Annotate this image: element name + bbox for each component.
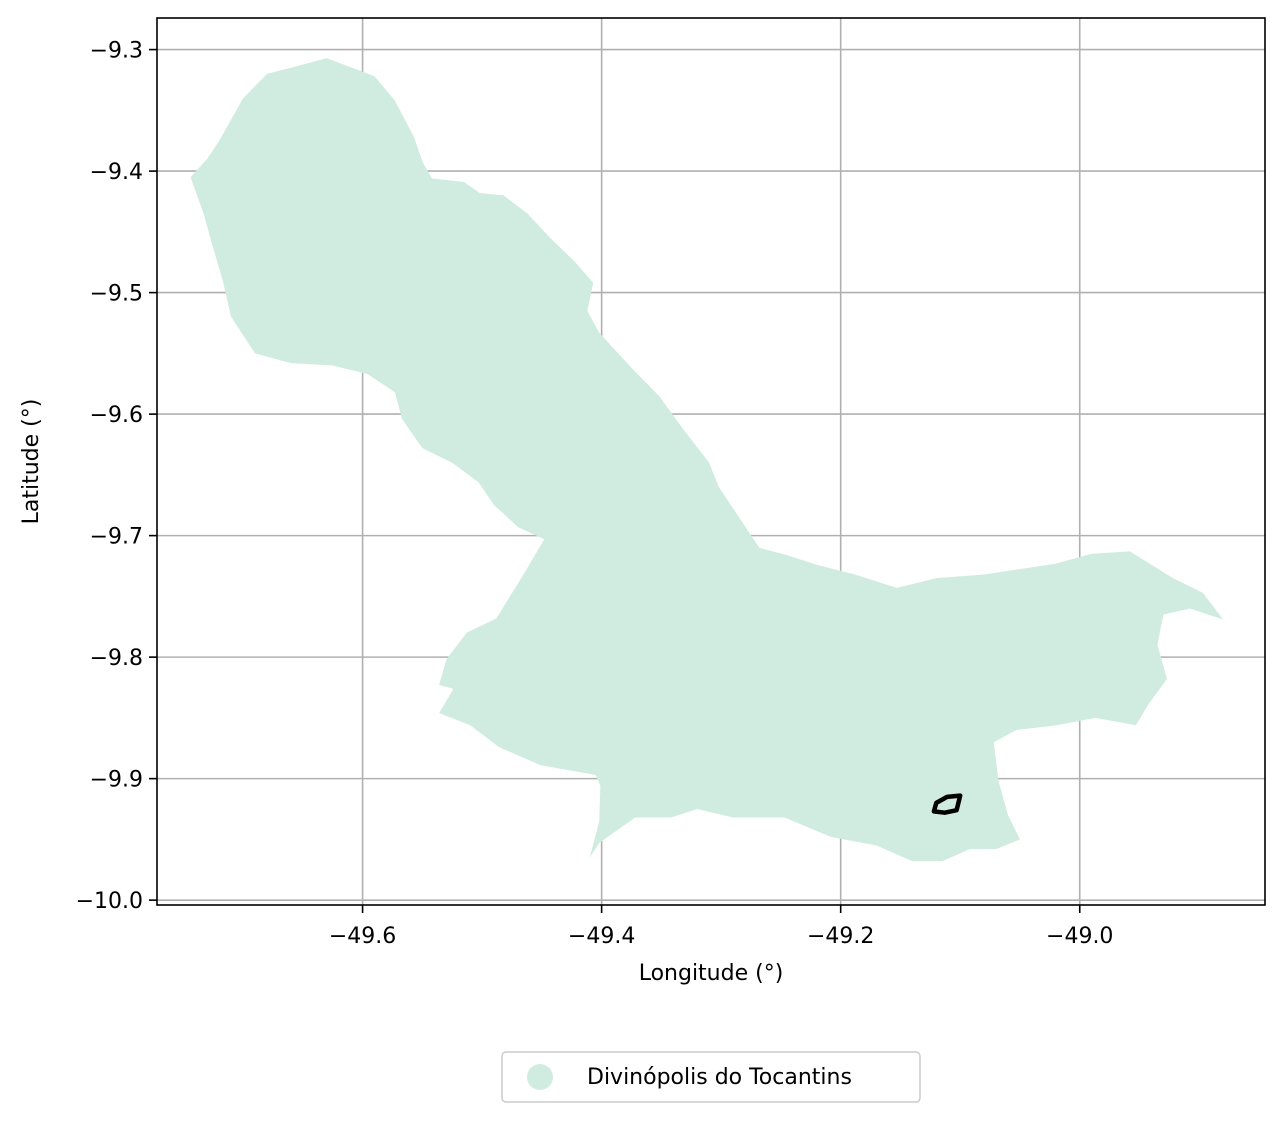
x-tick-label-3: −49.0 xyxy=(1046,924,1113,949)
x-tick-label-1: −49.4 xyxy=(568,924,635,949)
legend-label: Divinópolis do Tocantins xyxy=(587,1065,852,1090)
y-tick-label-5: −9.8 xyxy=(90,646,143,671)
legend-swatch xyxy=(527,1064,553,1090)
marker-outline xyxy=(931,793,963,815)
y-tick-label-2: −9.5 xyxy=(90,282,143,307)
y-tick-label-3: −9.6 xyxy=(90,403,143,428)
y-tick-label-7: −10.0 xyxy=(76,889,143,914)
y-tick-label-0: −9.3 xyxy=(90,39,143,64)
legend-box xyxy=(501,1051,921,1103)
y-axis-title: Latitude (°) xyxy=(19,399,44,525)
y-tick-label-4: −9.7 xyxy=(90,525,143,550)
axis-ticks: −49.6 −49.4 −49.2 −49.0 −9.3 −9.4 −9.5 −9.6 −9.7… xyxy=(76,39,1114,949)
y-tick-label-6: −9.9 xyxy=(90,768,143,793)
x-axis-title: Longitude (°) xyxy=(639,961,784,986)
region-polygon-divinopolis xyxy=(190,58,1224,862)
axes-frame xyxy=(156,17,1266,906)
y-tick-label-1: −9.4 xyxy=(90,160,143,185)
legend: Divinópolis do Tocantins xyxy=(501,1051,921,1103)
x-tick-label-0: −49.6 xyxy=(329,924,396,949)
x-tick-label-2: −49.2 xyxy=(807,924,874,949)
